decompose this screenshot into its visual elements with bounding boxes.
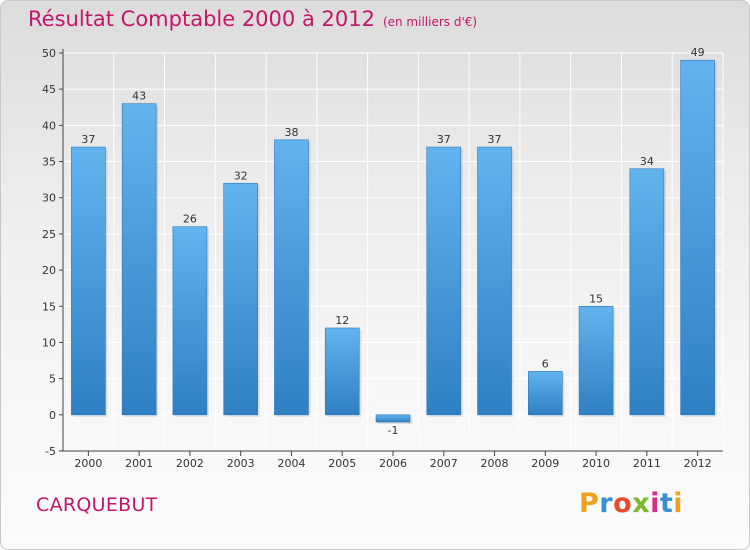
data-label: 32: [234, 169, 248, 182]
y-tick-label: 25: [42, 228, 56, 241]
x-tick-label: 2008: [481, 457, 509, 470]
data-label: 6: [542, 357, 549, 370]
proxiti-logo: Proxiti: [579, 488, 683, 519]
y-tick-label: 5: [49, 373, 56, 386]
bar-2000: [71, 146, 106, 416]
y-tick-label: 50: [42, 47, 56, 60]
y-tick-label: 10: [42, 336, 56, 349]
bar-2001: [121, 103, 157, 416]
logo-letter: o: [613, 488, 633, 519]
data-label: 37: [437, 133, 451, 146]
y-tick-label: 20: [42, 264, 56, 277]
bar-2004: [274, 139, 309, 416]
x-tick-label: 2002: [176, 457, 204, 470]
data-label: 43: [132, 90, 146, 103]
commune-name: CARQUEBUT: [36, 494, 158, 516]
x-tick-label: 2007: [430, 457, 458, 470]
logo-letter: i: [673, 488, 684, 519]
data-label: 12: [335, 314, 349, 327]
data-label: 34: [640, 155, 654, 168]
x-tick-label: 2010: [582, 457, 610, 470]
logo-letter: P: [579, 488, 600, 519]
bar-2012: [680, 59, 715, 416]
x-tick-label: 2011: [633, 457, 661, 470]
x-tick-label: 2012: [684, 457, 712, 470]
data-label: 26: [183, 213, 197, 226]
bar-2003: [223, 182, 258, 416]
y-tick-label: 40: [42, 119, 56, 132]
y-tick-label: 45: [42, 83, 56, 96]
x-tick-label: 2005: [328, 457, 356, 470]
chart-title: Résultat Comptable 2000 à 2012 (en millie…: [28, 7, 477, 31]
data-label: 37: [81, 133, 95, 146]
bar-2010: [578, 305, 614, 416]
y-tick-label: 15: [42, 300, 56, 313]
y-tick-label: 30: [42, 192, 56, 205]
data-label: -1: [388, 424, 399, 437]
bar-2009: [528, 371, 563, 416]
logo-letter: t: [659, 488, 674, 519]
x-tick-label: 2000: [74, 457, 102, 470]
y-tick-label: -5: [45, 445, 56, 458]
y-tick-label: 35: [42, 156, 56, 169]
bar-2005: [324, 327, 360, 416]
x-tick-label: 2001: [125, 457, 153, 470]
y-tick-label: 0: [49, 409, 56, 422]
data-label: 49: [691, 46, 705, 59]
data-label: 37: [488, 133, 502, 146]
bar-2006: [375, 414, 411, 423]
bar-2007: [426, 146, 462, 416]
x-tick-label: 2003: [227, 457, 255, 470]
x-tick-label: 2004: [277, 457, 305, 470]
chart-title-text: Résultat Comptable 2000 à 2012: [28, 7, 375, 31]
x-tick-label: 2009: [531, 457, 559, 470]
logo-letter: r: [599, 488, 614, 519]
bar-2008: [477, 146, 512, 416]
x-tick-label: 2006: [379, 457, 407, 470]
data-label: 38: [284, 126, 298, 139]
logo-letter: x: [632, 488, 651, 519]
chart-subtitle: (en milliers d'€): [382, 15, 478, 29]
data-label: 15: [589, 292, 603, 305]
bar-2011: [629, 168, 665, 416]
bar-2002: [172, 226, 208, 416]
logo-letter: i: [650, 488, 660, 519]
